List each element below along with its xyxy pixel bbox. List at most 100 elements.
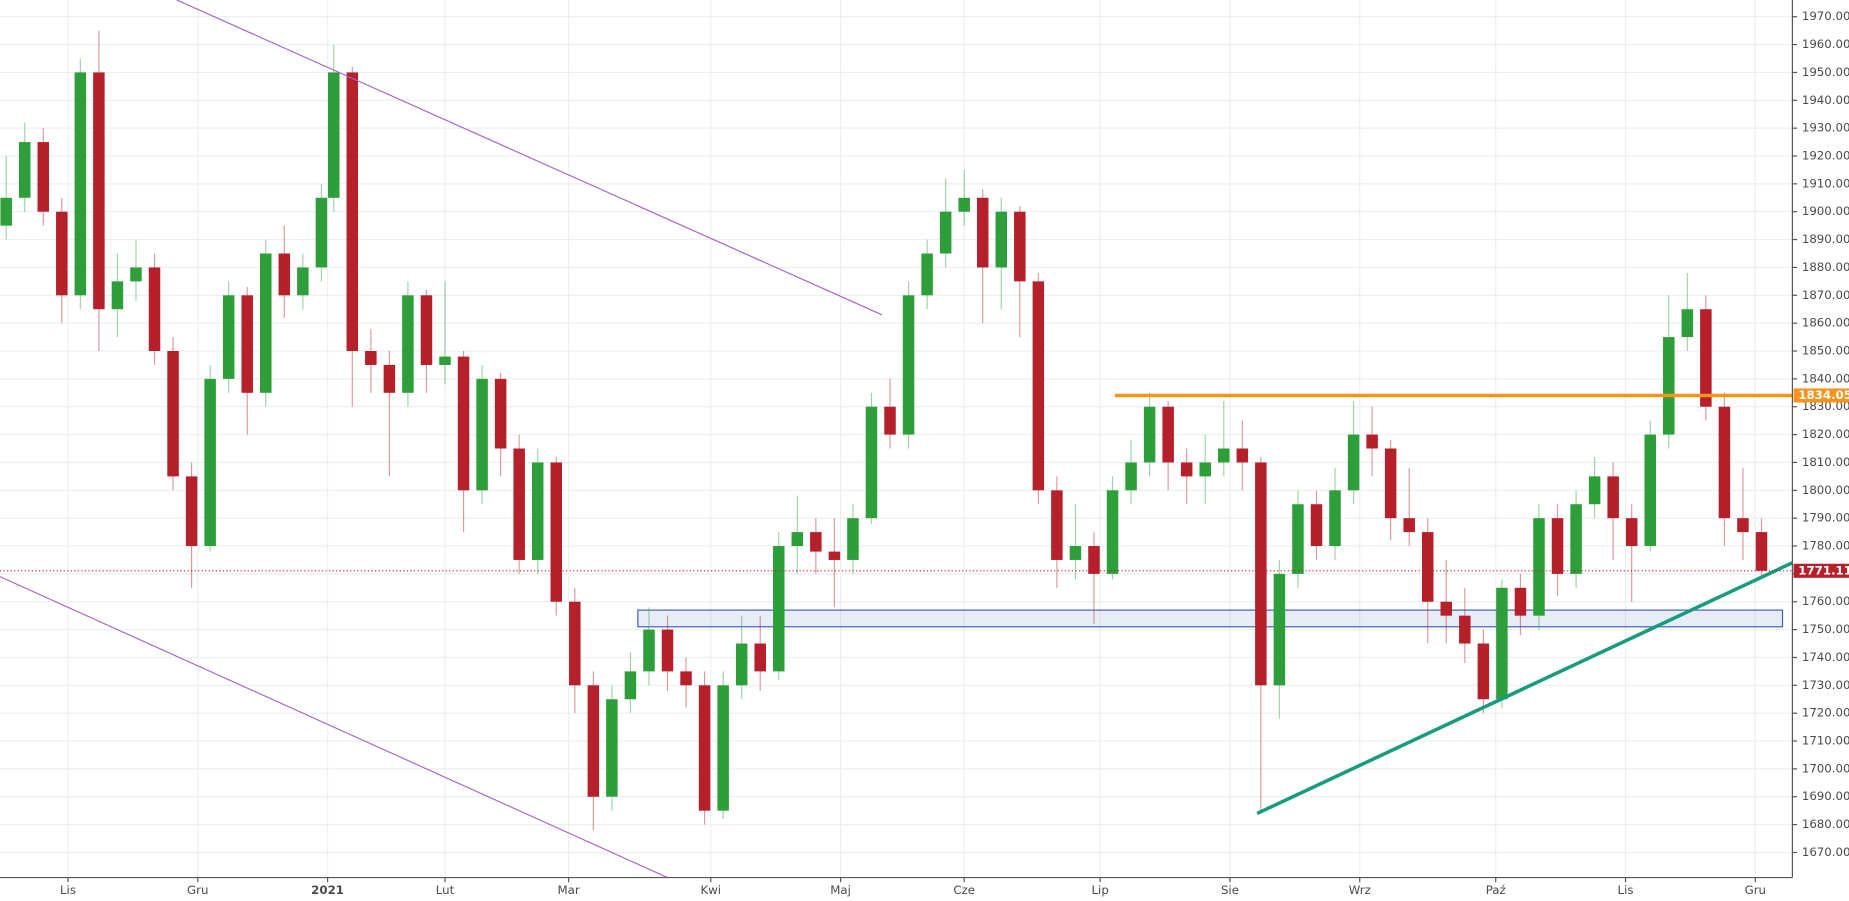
y-tick-label: 1720.00 xyxy=(1802,706,1849,720)
y-tick-label: 1710.00 xyxy=(1802,734,1849,748)
candle-body xyxy=(958,197,970,212)
candle-body xyxy=(1459,615,1471,644)
candle-body xyxy=(185,476,198,547)
candle-body xyxy=(1477,643,1490,700)
x-tick-label: Wrz xyxy=(1349,883,1371,897)
candle-body xyxy=(260,253,272,393)
y-tick-label: 1860.00 xyxy=(1802,316,1849,330)
candle-body xyxy=(1088,546,1100,574)
y-tick-label: 1690.00 xyxy=(1802,789,1849,803)
candle-body xyxy=(1551,518,1564,574)
candle-body xyxy=(1180,462,1193,477)
candle-body xyxy=(939,211,952,254)
candle-body xyxy=(148,267,161,352)
candle-body xyxy=(420,295,433,365)
candle-body xyxy=(791,532,804,547)
grid xyxy=(0,0,1793,878)
candle-body xyxy=(1255,462,1267,686)
x-tick-label: Maj xyxy=(830,883,851,897)
plot-area xyxy=(0,0,1794,879)
x-tick-label: Gru xyxy=(187,883,208,897)
y-tick-label: 1820.00 xyxy=(1802,427,1849,441)
candle-body xyxy=(1607,476,1619,519)
candle-body xyxy=(550,462,563,602)
candle-body xyxy=(297,267,309,296)
candle-body xyxy=(278,253,291,296)
candle-body xyxy=(828,551,841,560)
candle-body xyxy=(1384,448,1397,519)
candle-body xyxy=(1700,309,1712,407)
y-tick-label: 1700.00 xyxy=(1802,761,1849,775)
candle-body xyxy=(680,671,692,686)
y-tick-label: 1830.00 xyxy=(1802,399,1849,413)
candle-body xyxy=(921,253,933,296)
candle-body xyxy=(884,406,896,435)
y-tick-label: 1910.00 xyxy=(1802,176,1849,190)
candle-body xyxy=(1292,504,1304,574)
candle-body xyxy=(1125,462,1137,491)
candle-body xyxy=(1625,518,1638,547)
x-tick-label: Cze xyxy=(953,883,975,897)
candle-body xyxy=(1681,309,1694,338)
candle-body xyxy=(865,406,878,519)
candle-body xyxy=(93,72,105,310)
y-tick-label: 1920.00 xyxy=(1802,149,1849,163)
candle-body xyxy=(1588,476,1601,505)
candle-body xyxy=(1069,546,1082,560)
candle-body xyxy=(0,197,12,226)
y-tick-label: 1880.00 xyxy=(1802,260,1849,274)
candle-body xyxy=(1162,406,1174,463)
candle-body xyxy=(457,356,470,491)
candle-body xyxy=(773,546,785,672)
y-tick-label: 1950.00 xyxy=(1802,65,1849,79)
y-tick-label: 1760.00 xyxy=(1802,594,1849,608)
trendline xyxy=(176,0,883,316)
candle-body xyxy=(1366,434,1378,449)
candle-body xyxy=(383,364,396,393)
y-tick-label: 1850.00 xyxy=(1802,344,1849,358)
candle-body xyxy=(754,643,766,672)
support-zone xyxy=(637,609,1784,628)
candle-body xyxy=(698,685,711,811)
price-label: 1834.05 xyxy=(1798,388,1849,402)
candle-body xyxy=(1421,532,1434,602)
candle-body xyxy=(810,532,822,552)
candle-body xyxy=(606,699,618,797)
candle-body xyxy=(1440,601,1453,616)
candle-body xyxy=(1403,518,1415,533)
candle-body xyxy=(1218,448,1230,463)
y-tick-label: 1840.00 xyxy=(1802,371,1849,385)
x-tick-label: 2021 xyxy=(311,883,344,897)
x-tick-label: Lis xyxy=(60,883,76,897)
x-tick-label: Kwi xyxy=(700,883,721,897)
x-tick-label: Sie xyxy=(1221,883,1239,897)
candle-body xyxy=(661,629,674,672)
y-tick-label: 1960.00 xyxy=(1802,37,1849,51)
price-label-box xyxy=(1793,388,1849,403)
candle-body xyxy=(531,462,544,560)
y-tick-label: 1740.00 xyxy=(1802,650,1849,664)
candle-body xyxy=(1644,434,1656,547)
y-tick-label: 1940.00 xyxy=(1802,93,1849,107)
candle-body xyxy=(402,295,414,393)
candle-body xyxy=(241,295,253,393)
candle-body xyxy=(513,448,525,560)
x-tick-label: Gru xyxy=(1745,883,1766,897)
candle-body xyxy=(1273,573,1286,686)
candle-body xyxy=(1329,490,1341,547)
y-tick-label: 1790.00 xyxy=(1802,511,1849,525)
candle-body xyxy=(624,671,637,700)
candle-body xyxy=(1718,406,1731,519)
candle-body xyxy=(167,351,179,477)
y-tick-label: 1750.00 xyxy=(1802,622,1849,636)
candle-body xyxy=(204,378,216,547)
candle-body xyxy=(476,378,488,491)
candle-body xyxy=(1347,434,1360,491)
candle-body xyxy=(902,295,915,435)
candle-body xyxy=(56,211,68,296)
candle-body xyxy=(1014,211,1026,282)
candle-body xyxy=(1663,337,1675,435)
candle-body xyxy=(995,211,1008,268)
x-tick-label: Paź xyxy=(1486,883,1506,897)
